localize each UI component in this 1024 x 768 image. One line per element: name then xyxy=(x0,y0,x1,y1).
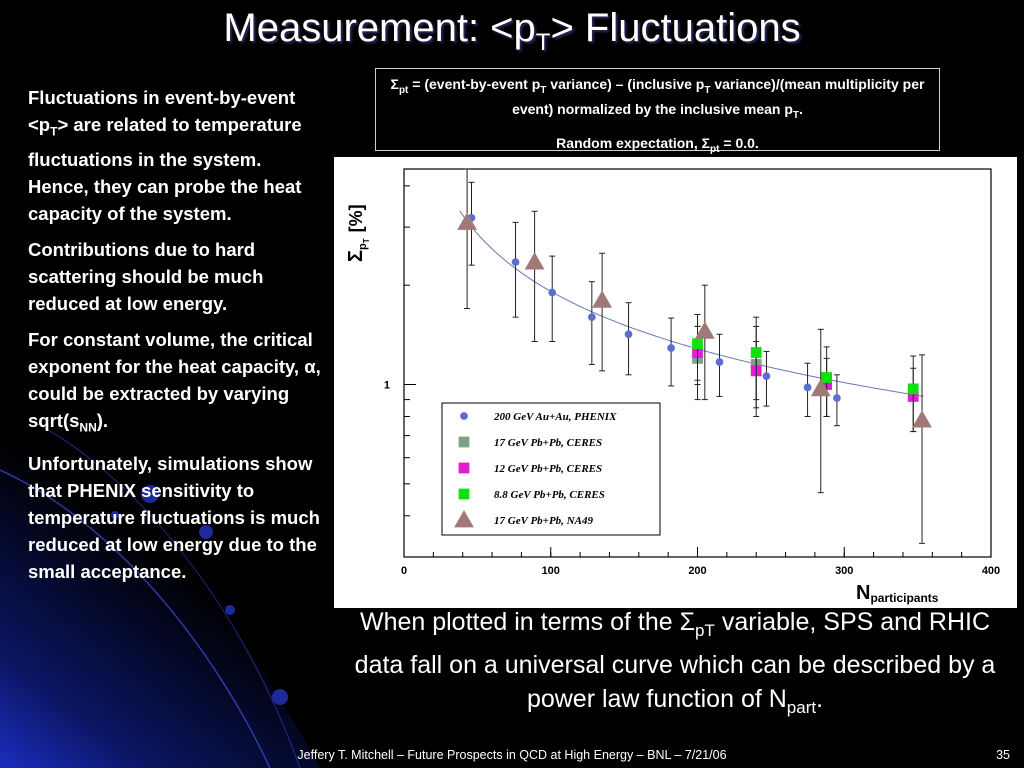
data-point-square xyxy=(821,372,833,383)
data-point-triangle xyxy=(694,321,715,339)
power-law-fit-curve xyxy=(459,210,924,397)
y-axis-label-subsub: T xyxy=(362,238,371,243)
legend-entry-label: 12 GeV Pb+Pb, CERES xyxy=(494,463,602,475)
data-point-circle xyxy=(511,258,520,266)
bullet-2: Contributions due to hard scattering sho… xyxy=(28,238,264,314)
data-point-circle xyxy=(833,394,841,402)
legend-marker-square xyxy=(458,488,470,500)
x-tick-label: 0 xyxy=(401,565,407,577)
x-axis-label-sub: participants xyxy=(870,591,938,605)
bullet-4: Unfortunately, simulations show that PHE… xyxy=(28,453,320,583)
data-point-circle xyxy=(667,344,675,352)
legend-marker-square xyxy=(458,436,470,448)
legend-box xyxy=(441,402,661,536)
data-point-circle xyxy=(587,313,596,322)
legend-entry-label: 17 GeV Pb+Pb, NA49 xyxy=(494,515,593,527)
slide-title: Measurement: <pT> Fluctuations xyxy=(223,6,801,56)
footer-text: Jeffery T. Mitchell – Future Prospects i… xyxy=(297,748,727,762)
legend-marker-triangle xyxy=(454,510,474,528)
x-tick-label: 100 xyxy=(542,565,560,577)
data-point-triangle xyxy=(592,290,613,308)
y-axis-label-sub: p xyxy=(357,243,369,250)
legend-entry-label: 17 GeV Pb+Pb, CERES xyxy=(494,437,602,449)
data-point-triangle xyxy=(810,378,831,397)
data-point-triangle xyxy=(524,252,545,270)
data-point-triangle xyxy=(457,212,478,230)
data-point-square xyxy=(907,383,919,395)
data-point-circle xyxy=(624,330,633,339)
y-axis-label-unit: [%] xyxy=(346,204,366,232)
bullet-1: Fluctuations in event-by-event <pT> are … xyxy=(28,87,302,224)
bullet-3: For constant volume, the critical expone… xyxy=(28,328,321,435)
x-axis-label: Nparticipants xyxy=(856,582,939,605)
random-expectation: Random expectation, Σpt = 0.0. xyxy=(556,134,759,155)
x-tick-label: 400 xyxy=(982,565,1000,577)
data-point-square xyxy=(692,338,703,350)
sigma-pt-plot: 0 100 200 300 400 1 Nparticipants ΣpT[%] 200 GeV… xyxy=(334,157,1017,608)
data-point-circle xyxy=(803,383,812,392)
page-number: 35 xyxy=(996,748,1010,762)
y-tick-label: 1 xyxy=(384,379,390,391)
x-tick-label: 300 xyxy=(835,565,853,577)
legend-marker-circle xyxy=(460,412,468,420)
legend-entry-label: 8.8 GeV Pb+Pb, CERES xyxy=(494,489,605,501)
bullet-text-block: Fluctuations in event-by-event <pT> are … xyxy=(28,84,324,594)
data-point-circle xyxy=(762,372,771,381)
plot-caption: When plotted in terms of the ΣpT variabl… xyxy=(354,608,996,717)
data-point-circle xyxy=(548,288,557,297)
x-tick-label: 200 xyxy=(688,565,706,577)
data-point-triangle xyxy=(912,410,932,428)
legend-entry-label: 200 GeV Au+Au, PHENIX xyxy=(493,411,617,423)
data-point-circle xyxy=(715,358,724,366)
y-axis-label: ΣpT[%] xyxy=(345,204,371,262)
data-point-square xyxy=(750,347,762,358)
legend-marker-square xyxy=(458,462,470,474)
definition-box: Σpt = (event-by-event pT variance) – (in… xyxy=(375,68,940,154)
